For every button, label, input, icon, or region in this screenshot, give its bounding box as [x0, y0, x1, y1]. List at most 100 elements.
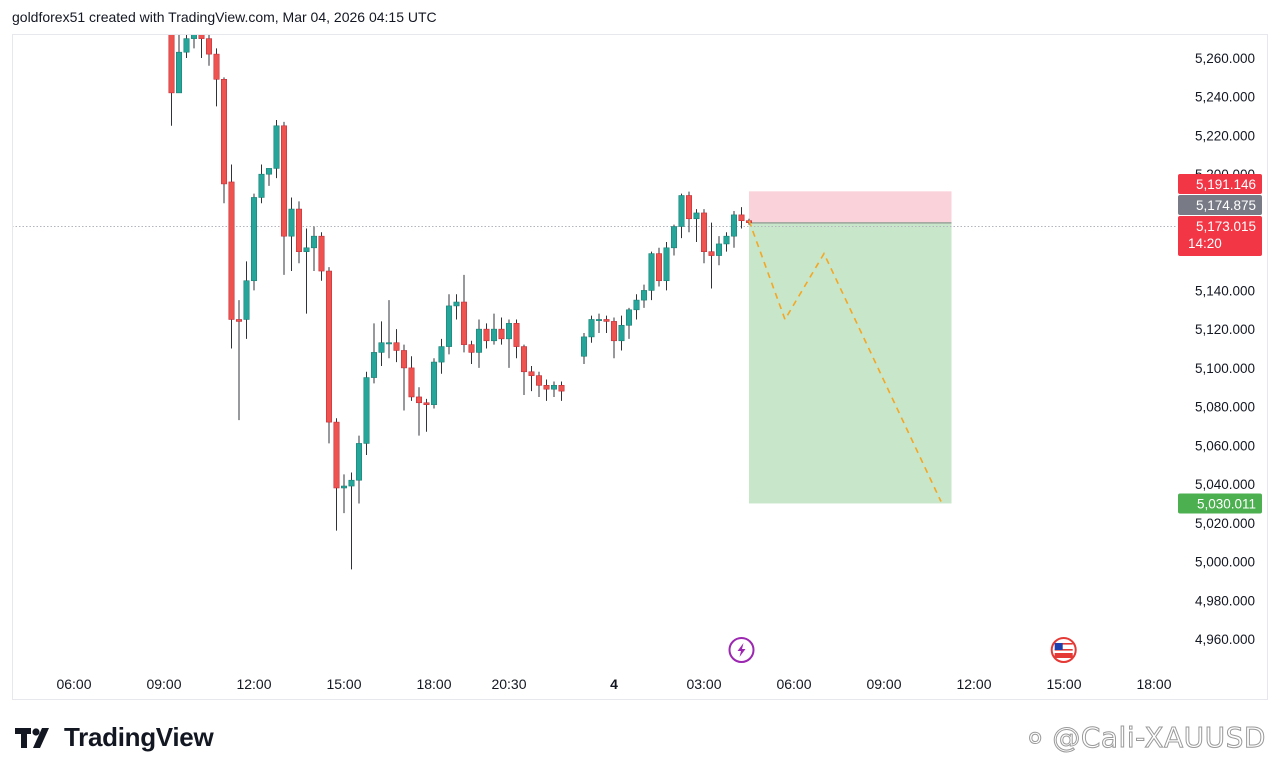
- events-layer[interactable]: [728, 637, 1077, 663]
- candle: [730, 211, 737, 248]
- candle: [700, 209, 707, 264]
- price-axis[interactable]: 5,260.0005,240.0005,220.0005,200.0005,14…: [1195, 51, 1255, 647]
- candle-body: [498, 328, 505, 340]
- candle: [468, 340, 475, 365]
- candle-body: [588, 319, 595, 338]
- candle-body: [251, 197, 258, 282]
- price-tick-label: 5,260.000: [1195, 51, 1255, 66]
- time-tick-label: 09:00: [866, 676, 901, 692]
- candle: [505, 319, 512, 368]
- candle: [633, 294, 640, 320]
- tradingview-brand[interactable]: TradingView: [15, 722, 214, 753]
- candle: [483, 323, 490, 349]
- candle-body: [273, 125, 280, 169]
- candle-body: [408, 367, 415, 398]
- candle-body: [198, 35, 205, 39]
- candle-body: [258, 173, 265, 198]
- candle: [408, 356, 415, 401]
- time-tick-label: 15:00: [1046, 676, 1081, 692]
- time-tick-label: 12:00: [956, 676, 991, 692]
- candle: [236, 300, 243, 421]
- candle-body: [265, 168, 272, 175]
- candle-body: [528, 371, 535, 376]
- candle: [490, 313, 497, 345]
- candle: [378, 321, 385, 366]
- projection-path-layer[interactable]: [748, 220, 942, 502]
- candle: [318, 232, 325, 281]
- candle-body: [513, 323, 520, 347]
- candle-body: [430, 361, 437, 405]
- entry-price-label-bg: [1178, 195, 1262, 215]
- candle-body: [228, 181, 235, 320]
- candle-body: [385, 342, 392, 345]
- time-tick-label: 18:00: [416, 676, 451, 692]
- candle: [385, 300, 392, 359]
- candle: [625, 307, 632, 339]
- time-tick-label: 09:00: [146, 676, 181, 692]
- candle-body: [648, 253, 655, 291]
- us-flag-icon[interactable]: [1050, 637, 1077, 663]
- candle: [363, 371, 370, 456]
- price-tick-label: 5,240.000: [1195, 90, 1255, 105]
- candle: [543, 379, 550, 401]
- candle: [310, 226, 317, 272]
- candle-body: [400, 350, 407, 369]
- price-tick-label: 4,980.000: [1195, 593, 1255, 608]
- candle: [251, 193, 258, 291]
- stop-loss-zone[interactable]: [749, 191, 952, 223]
- candle-body: [723, 235, 730, 245]
- price-tick-label: 4,960.000: [1195, 632, 1255, 647]
- candle: [370, 323, 377, 384]
- candle: [183, 35, 190, 58]
- target-price-label-value: 5,030.011: [1197, 496, 1256, 511]
- candle-body: [558, 385, 565, 392]
- watermark: ० @Cali-XAUUSD: [1027, 721, 1266, 755]
- candle: [198, 35, 205, 58]
- candle-body: [243, 280, 250, 320]
- candle-body: [415, 396, 422, 404]
- candle-body: [678, 195, 685, 227]
- candle: [693, 209, 700, 242]
- candle: [325, 267, 332, 444]
- candle: [460, 274, 467, 353]
- price-labels-layer: 5,191.146 5,173.015 14:20 5,174.875 5,030.01…: [1178, 174, 1262, 514]
- candle-body: [363, 377, 370, 444]
- candle: [498, 317, 505, 345]
- candle: [280, 121, 287, 275]
- candle-body: [460, 301, 467, 345]
- candle-body: [490, 328, 497, 342]
- candle-body: [318, 235, 325, 272]
- candle-body: [700, 212, 707, 252]
- candle-body: [176, 51, 183, 94]
- candle: [191, 35, 198, 49]
- candle-body: [655, 253, 662, 282]
- candle-body: [730, 214, 737, 237]
- candle-body: [738, 214, 745, 221]
- candle: [206, 35, 213, 66]
- price-chart[interactable]: 5,260.0005,240.0005,220.0005,200.0005,14…: [0, 0, 1280, 700]
- candle-body: [475, 328, 482, 353]
- candle: [243, 261, 250, 339]
- candle-body: [445, 305, 452, 347]
- time-tick-label: 15:00: [326, 676, 361, 692]
- candle: [670, 224, 677, 256]
- candle: [513, 319, 520, 359]
- chart-caption: goldforex51 created with TradingView.com…: [12, 9, 437, 25]
- time-tick-label: 4: [610, 676, 618, 692]
- candle: [603, 315, 610, 334]
- chart-frame: [12, 34, 1268, 700]
- last-price-label-countdown: 14:20: [1188, 236, 1222, 251]
- projection-path[interactable]: [748, 220, 942, 502]
- lightning-icon[interactable]: [728, 637, 755, 663]
- time-tick-label: 18:00: [1136, 676, 1171, 692]
- candle: [415, 387, 422, 436]
- candle-body: [550, 385, 557, 390]
- candle-body: [236, 319, 243, 322]
- candle: [528, 365, 535, 392]
- candle: [738, 207, 745, 229]
- candle: [580, 333, 587, 365]
- candle-body: [221, 79, 228, 185]
- take-profit-zone[interactable]: [749, 222, 952, 504]
- position-tool-layer[interactable]: [749, 191, 952, 504]
- time-axis[interactable]: 06:00 09:00 12:00 15:00 18:00 20:30 4 03:00 06:0…: [56, 676, 1171, 692]
